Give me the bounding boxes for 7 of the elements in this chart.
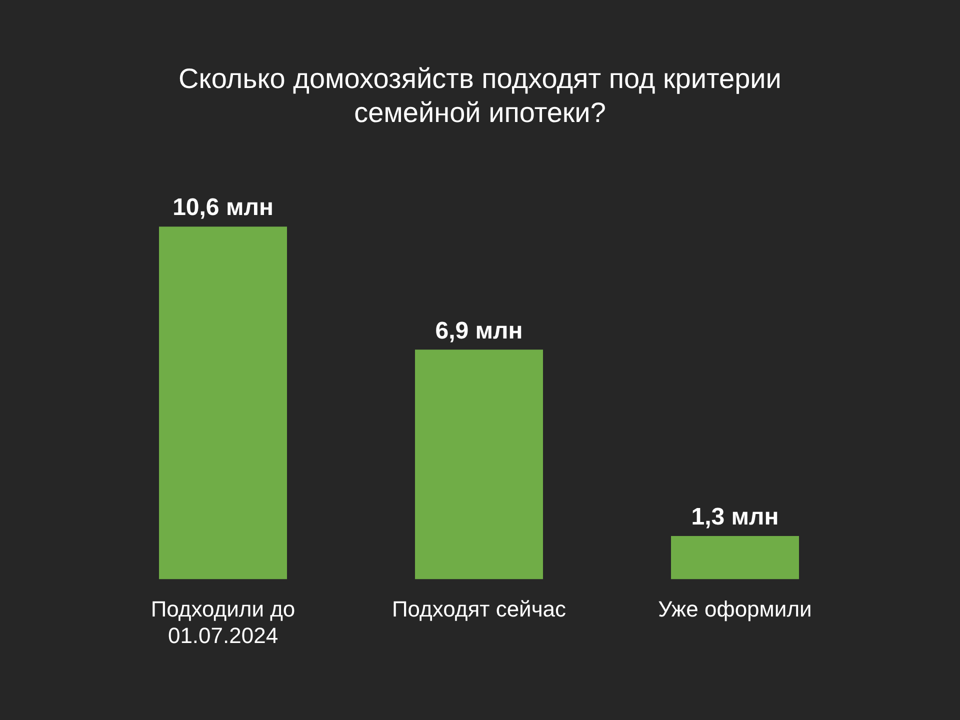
data-label: 10,6 млн: [172, 194, 274, 222]
chart-title: Сколько домохозяйств подходят под критерии семейной ипотеки?: [178, 62, 782, 130]
data-label: 1,3 млн: [691, 504, 779, 531]
x-tick-label: Уже оформили: [658, 596, 812, 622]
data-label: 6,9 млн: [435, 317, 523, 344]
x-tick-label: Подходят сейчас: [392, 596, 566, 622]
x-tick-label: Подходили до 01.07.2024: [150, 596, 296, 648]
